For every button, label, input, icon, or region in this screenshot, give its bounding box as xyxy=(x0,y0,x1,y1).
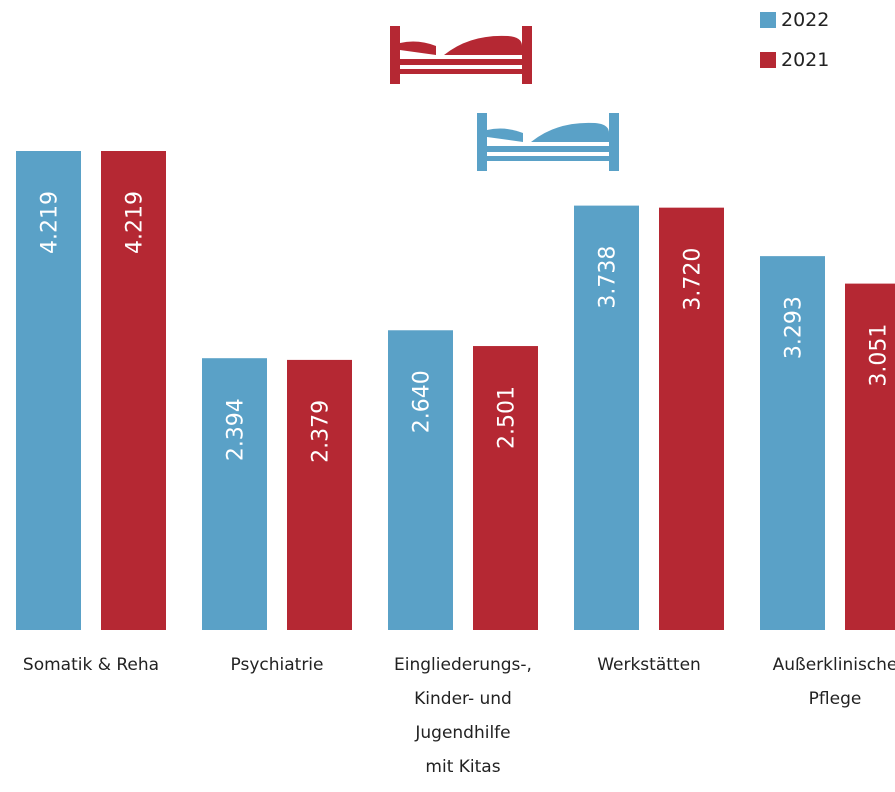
category-label-4-0: Außerklinische xyxy=(773,655,895,675)
category-label-2-0: Eingliederungs-, xyxy=(394,655,532,675)
bar-2021-3 xyxy=(659,207,724,630)
category-label-1-0: Psychiatrie xyxy=(231,655,324,675)
legend-item-2022: 2022 xyxy=(760,9,830,31)
bar-2022-3 xyxy=(574,205,639,630)
value-label-2022-0: 4.219 xyxy=(38,191,63,254)
legend-label-2021: 2021 xyxy=(781,49,830,71)
bar-2022-4 xyxy=(760,256,825,630)
value-label-2022-1: 2.394 xyxy=(224,398,249,461)
bars-group xyxy=(16,151,895,630)
bar-2022-2 xyxy=(388,330,453,630)
value-label-2021-0: 4.219 xyxy=(123,191,148,254)
value-labels-group: 4.219 4.219 2.394 2.379 2.640 2.501 3.738 3.720… xyxy=(38,191,892,463)
category-label-2-2: Jugendhilfe xyxy=(414,723,510,743)
value-label-2021-4: 3.051 xyxy=(867,324,892,387)
legend-swatch-2021 xyxy=(760,52,776,68)
category-labels-group: Somatik & Reha Psychiatrie Eingliederungs-… xyxy=(23,655,895,777)
category-label-0-0: Somatik & Reha xyxy=(23,655,159,675)
legend-swatch-2022 xyxy=(760,12,776,28)
bar-2021-4 xyxy=(845,283,895,630)
value-label-2021-2: 2.501 xyxy=(495,386,520,449)
category-label-2-1: Kinder- und xyxy=(414,689,512,709)
value-label-2021-1: 2.379 xyxy=(309,400,334,463)
bed-icon-2022 xyxy=(477,113,619,171)
category-label-2-3: mit Kitas xyxy=(425,757,500,777)
legend-label-2022: 2022 xyxy=(781,9,830,31)
value-label-2021-3: 3.720 xyxy=(681,248,706,311)
category-label-3-0: Werkstätten xyxy=(597,655,701,675)
value-label-2022-2: 2.640 xyxy=(410,370,435,433)
value-label-2022-4: 3.293 xyxy=(782,296,807,359)
bar-2021-0 xyxy=(101,151,166,630)
bar-2021-1 xyxy=(287,359,352,630)
bar-2022-0 xyxy=(16,151,81,630)
category-label-4-1: Pflege xyxy=(809,689,862,709)
value-label-2022-3: 3.738 xyxy=(596,246,621,309)
bar-2021-2 xyxy=(473,346,538,630)
bed-icon-2021 xyxy=(390,26,532,84)
legend-item-2021: 2021 xyxy=(760,49,830,71)
legend: 2022 2021 xyxy=(760,9,830,90)
bar-2022-1 xyxy=(202,358,267,630)
